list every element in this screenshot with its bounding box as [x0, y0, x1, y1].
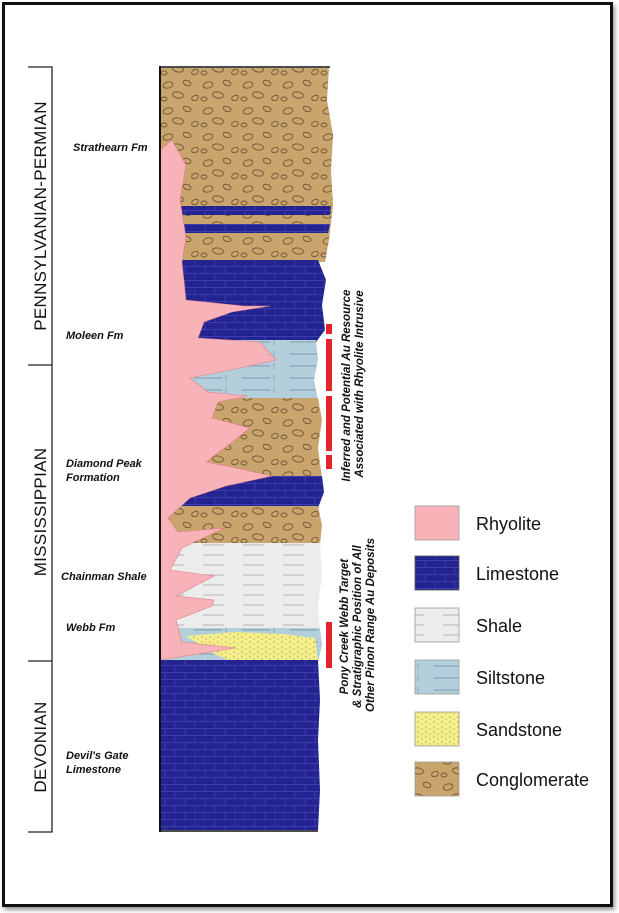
unit-limestone-devils-gate — [160, 660, 320, 830]
legend-item-shale: Shale — [414, 607, 522, 643]
era-label-mississippian: MISSISSIPPIAN — [31, 448, 50, 577]
formation-label-moleen: Moleen Fm — [66, 330, 124, 342]
unit-sandstone-webb — [186, 632, 318, 664]
formation-label-diamond-peak: Diamond Peak Formation — [66, 458, 143, 484]
era-bracket — [28, 66, 53, 833]
legend-label-conglomerate: Conglomerate — [476, 770, 589, 790]
unit-rhyolite-intrusive — [159, 139, 277, 661]
legend-swatch-sandstone — [414, 711, 460, 747]
legend-swatch-limestone — [414, 555, 460, 591]
legend-label-limestone: Limestone — [476, 564, 559, 584]
legend-swatch-rhyolite — [414, 505, 460, 541]
annotation-webb-target: Pony Creek Webb Target & Stratigraphic P… — [339, 538, 377, 712]
legend: Rhyolite Limestone Shale Siltstone Sands… — [414, 505, 589, 797]
legend-item-limestone: Limestone — [414, 555, 559, 591]
era-label-pennsylvanian-permian: PENNSYLVANIAN-PERMIAN — [31, 101, 50, 331]
legend-item-siltstone: Siltstone — [414, 659, 545, 695]
legend-item-rhyolite: Rhyolite — [414, 505, 541, 541]
formation-label-chainman: Chainman Shale — [61, 571, 147, 583]
legend-label-rhyolite: Rhyolite — [476, 514, 541, 534]
formation-label-devils-gate: Devil's Gate Limestone — [66, 750, 129, 776]
legend-label-sandstone: Sandstone — [476, 720, 562, 740]
annotation-au-resource: Inferred and Potential Au Resource Assoc… — [341, 286, 366, 481]
legend-swatch-conglomerate — [414, 761, 460, 797]
legend-item-sandstone: Sandstone — [414, 711, 562, 747]
formation-label-webb: Webb Fm — [66, 622, 116, 634]
webb-target-marker — [326, 622, 332, 668]
unit-limestone-bed-upper — [160, 206, 331, 215]
legend-item-conglomerate: Conglomerate — [414, 761, 589, 797]
formation-label-strathearn: Strathearn Fm — [73, 142, 148, 154]
legend-swatch-shale — [414, 607, 460, 643]
legend-label-shale: Shale — [476, 616, 522, 636]
era-label-devonian: DEVONIAN — [31, 701, 50, 792]
legend-swatch-siltstone — [414, 659, 460, 695]
au-resource-marker — [326, 324, 332, 469]
unit-limestone-bed-lower — [160, 224, 330, 233]
stratigraphic-column — [159, 66, 333, 832]
legend-label-siltstone: Siltstone — [476, 668, 545, 688]
